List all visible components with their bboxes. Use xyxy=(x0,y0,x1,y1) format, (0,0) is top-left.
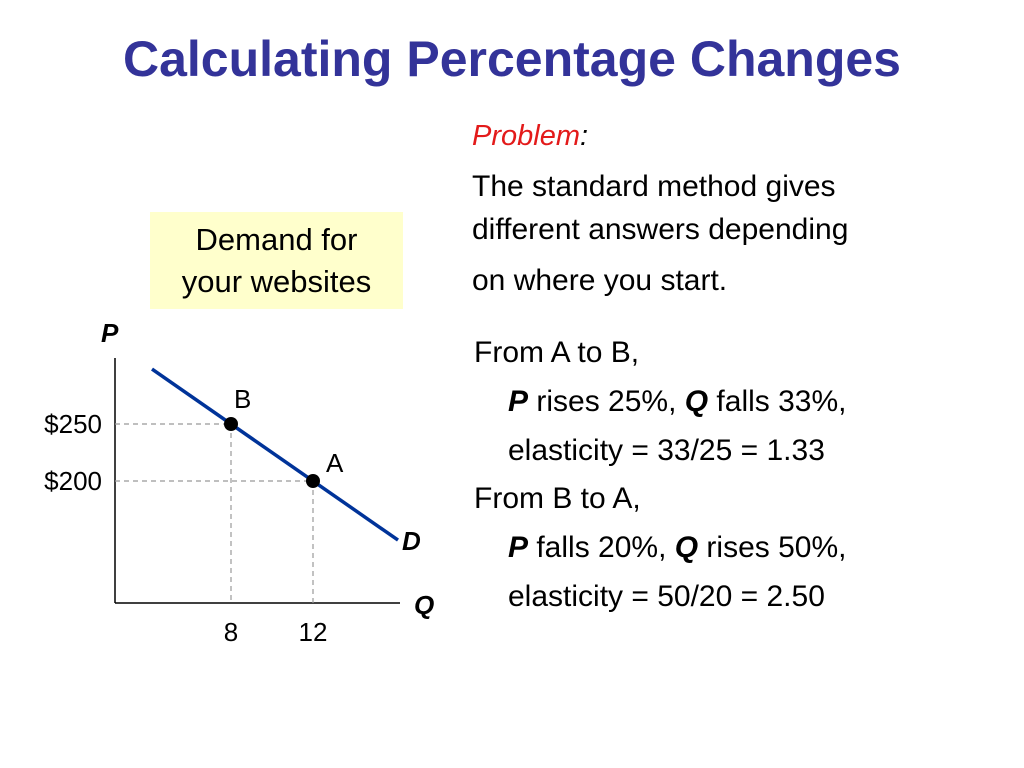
x-tick-label: 8 xyxy=(224,617,238,647)
problem-colon: : xyxy=(580,120,589,152)
point-label-a: A xyxy=(326,448,344,478)
a-to-b-heading: From A to B, xyxy=(474,336,640,369)
a-to-b-changes: P rises 25%, Q falls 33%, xyxy=(508,385,847,419)
problem-line-3: on where you start. xyxy=(472,264,728,297)
quantity-change: rises 50%, xyxy=(698,531,847,564)
demand-curve xyxy=(151,367,399,542)
x-axis-label: Q xyxy=(414,590,434,620)
y-axis-label: P xyxy=(101,318,119,348)
legend-line-1: Demand for xyxy=(195,221,358,257)
point-label-b: B xyxy=(234,384,251,414)
point-b xyxy=(224,417,238,431)
legend-line-2: your websites xyxy=(181,263,372,299)
point-a xyxy=(306,474,320,488)
problem-line-2: different answers depending xyxy=(472,213,849,246)
b-to-a-changes: P falls 20%, Q rises 50%, xyxy=(508,531,846,565)
demand-legend-box: Demand for your websites xyxy=(150,212,403,309)
price-change: falls 20%, xyxy=(528,531,675,564)
y-tick-label: $200 xyxy=(44,466,102,496)
price-var: P xyxy=(508,385,529,418)
y-tick-label: $250 xyxy=(44,409,102,439)
slide-title: Calculating Percentage Changes xyxy=(122,31,901,87)
price-var: P xyxy=(508,531,529,564)
x-tick-label: 12 xyxy=(299,617,328,647)
b-to-a-heading: From B to A, xyxy=(474,482,641,515)
quantity-var: Q xyxy=(674,531,699,564)
a-to-b-elasticity: elasticity = 33/25 = 1.33 xyxy=(508,434,825,467)
problem-line-1: The standard method gives xyxy=(472,170,836,203)
demand-curve-label: D xyxy=(402,526,421,556)
problem-heading: Problem: xyxy=(472,120,588,153)
b-to-a-elasticity: elasticity = 50/20 = 2.50 xyxy=(508,580,825,613)
problem-label: Problem xyxy=(472,120,580,152)
quantity-change: falls 33%, xyxy=(708,385,847,418)
quantity-var: Q xyxy=(684,385,709,418)
price-change: rises 25%, xyxy=(528,385,685,418)
